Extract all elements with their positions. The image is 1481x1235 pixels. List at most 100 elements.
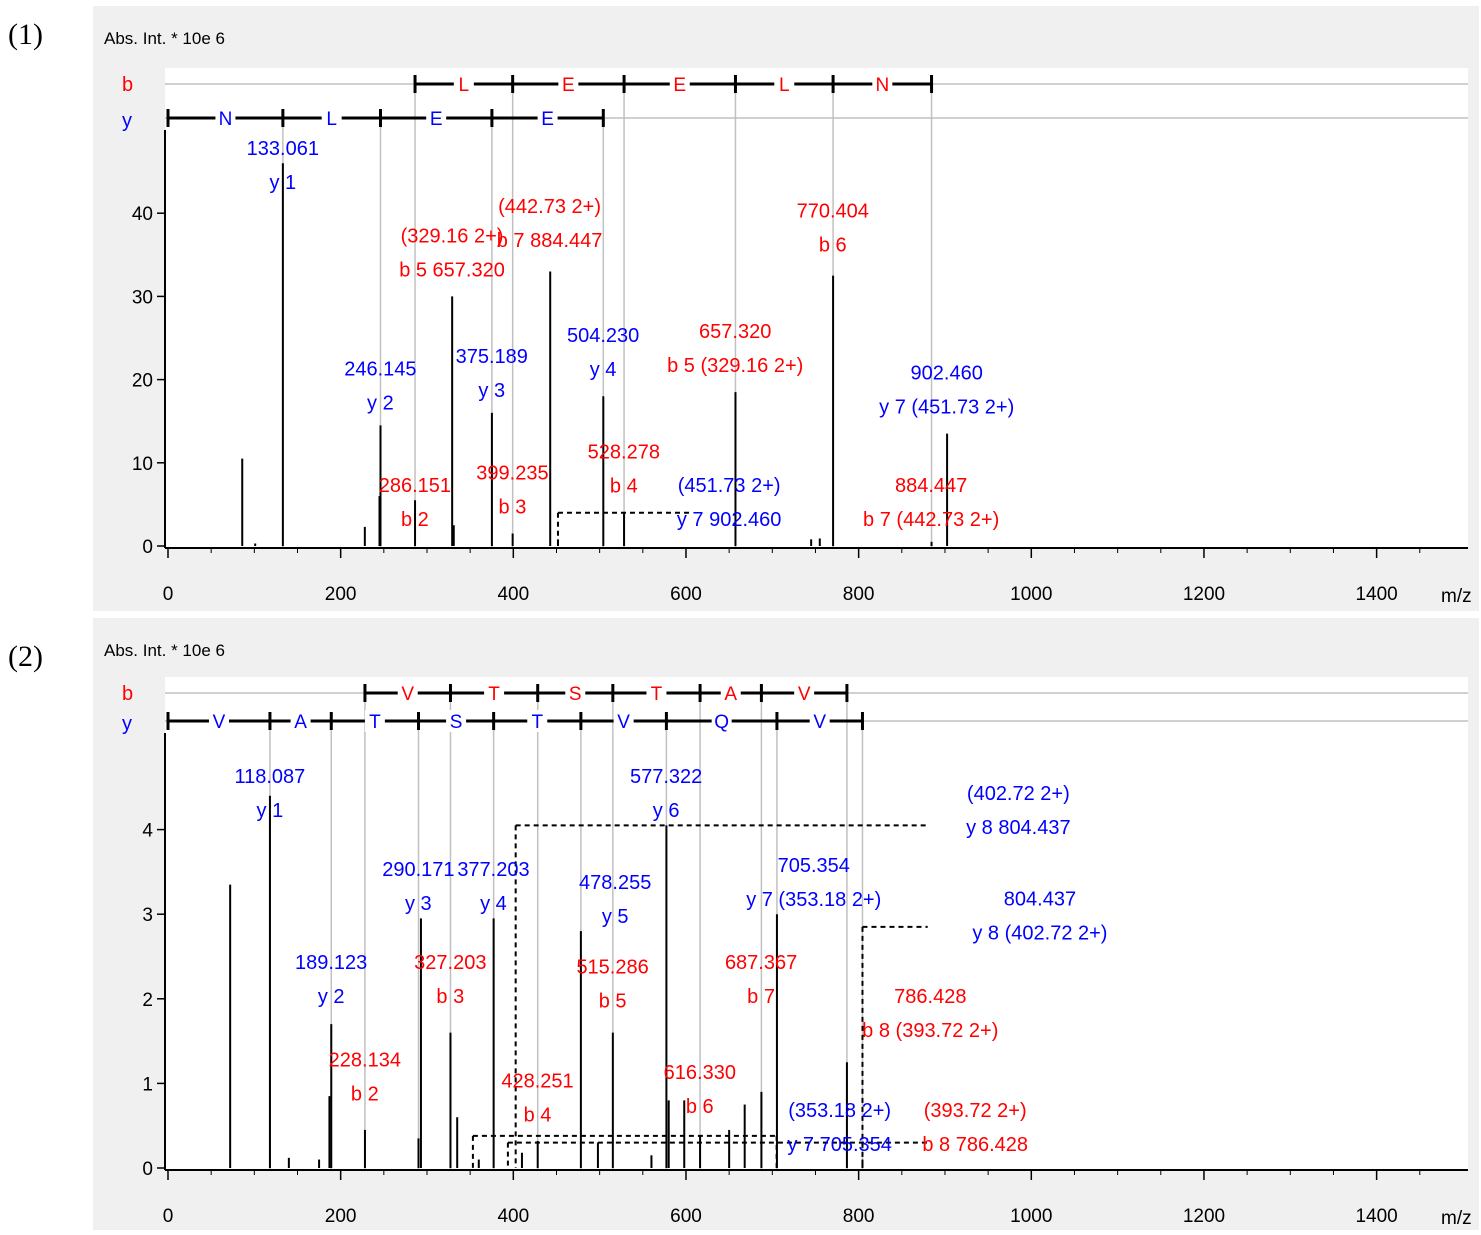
peak-annotation: 290.171 [382,859,454,881]
y-residue-label: N [219,109,233,130]
peak-annotation: 577.322 [630,766,702,788]
y-tick-label: 0 [142,537,153,558]
y-residue-bg [426,107,447,129]
y-residue-label: L [326,109,337,130]
peak-annotation: b 5 657.320 [399,259,505,281]
b-residue-label: E [562,75,575,96]
peak-annotation: y 1 [257,800,284,822]
peak-annotation: 528.278 [588,442,660,464]
peak-annotation: b 5 (329.16 2+) [667,355,803,377]
b-residue-bg [774,73,795,95]
peak-annotation: b 3 [436,986,464,1008]
peak-annotation: b 8 786.428 [922,1134,1028,1156]
b-residue-label: S [569,684,582,705]
peak-annotation: 705.354 [778,855,850,877]
b-residue-bg [720,682,741,704]
panel-label-2: (2) [8,640,43,673]
peak-annotation: y 7 902.460 [677,509,782,531]
b-residue-bg [484,682,505,704]
y-residue-label: V [813,712,826,733]
peak-annotation: 515.286 [576,956,648,978]
peak-annotation: 327.203 [414,952,486,974]
y-residue-label: E [541,109,554,130]
peak-annotation: 118.087 [234,766,305,788]
peak-annotation: 246.145 [344,358,416,380]
y-tick-label: 1 [142,1074,153,1095]
b-residue-bg [872,73,893,95]
x-tick-label: 400 [497,584,529,605]
y-residue-label: E [430,109,443,130]
b-residue-bg [794,682,815,704]
x-tick-label: 600 [670,584,702,605]
peak-annotation: b 3 [499,496,527,518]
peak-annotation: y 2 [318,986,345,1008]
peak-annotation: (353.18 2+) [788,1100,891,1122]
peak-annotation: (329.16 2+) [401,225,504,247]
y-residue-bg [613,710,634,732]
peak-annotation: y 4 [480,893,507,915]
peak-annotation: 504.230 [567,325,639,347]
peak-annotation: b 6 [819,234,847,256]
peak-annotation: y 8 (402.72 2+) [972,923,1107,945]
y-residue-bg [208,710,229,732]
peak-annotation: 478.255 [579,872,651,894]
y-residue-bg [711,710,732,732]
y-series-label: y [122,110,132,132]
x-axis-title: m/z [1441,586,1472,607]
b-series-label: b [122,74,133,96]
peak-annotation: y 3 [405,893,432,915]
peak-annotation: 375.189 [456,346,528,368]
peak-annotation: 399.235 [476,462,548,484]
peak-annotation: 133.061 [247,138,319,160]
y-residue-bg [809,710,830,732]
y-residue-label: A [294,712,307,733]
y-residue-bg [290,710,311,732]
b-residue-label: T [651,684,663,705]
y-residue-bg [321,107,342,129]
x-tick-label: 1400 [1355,584,1397,605]
peak-annotation: 428.251 [501,1071,573,1093]
x-tick-label: 1000 [1010,584,1052,605]
y-residue-bg [537,107,558,129]
panel-label-1: (1) [8,18,43,51]
y-axis-title: Abs. Int. * 10e 6 [104,29,225,48]
y-residue-label: Q [714,712,729,733]
peak-annotation: 189.123 [295,952,367,974]
y-residue-label: T [531,712,543,733]
peak-annotation: b 7 [747,986,775,1008]
peak-annotation: y 4 [590,359,617,381]
y-tick-label: 3 [142,905,153,926]
peak-annotation: 228.134 [329,1049,401,1071]
y-tick-label: 0 [142,1159,153,1180]
peak-annotation: 804.437 [1004,889,1076,911]
peak-annotation: 902.460 [911,363,983,385]
y-tick-label: 10 [132,454,153,475]
peak-annotation: 884.447 [895,475,967,497]
peak-annotation: 687.367 [725,952,797,974]
peak-annotation: 657.320 [699,321,771,343]
b-residue-bg [558,73,579,95]
peak-annotation: y 7 (353.18 2+) [746,889,881,911]
y-residue-label: V [617,712,630,733]
peak-annotation: y 6 [653,800,680,822]
peak-annotation: (393.72 2+) [924,1100,1027,1122]
plot-area [165,677,1468,1170]
b-residue-label: N [875,75,889,96]
peak-annotation: y 7 (451.73 2+) [879,397,1014,419]
b-residue-bg [646,682,667,704]
x-tick-label: 1200 [1183,584,1225,605]
b-residue-label: A [724,684,737,705]
b-residue-label: L [779,75,790,96]
peak-annotation: y 7 705.354 [787,1134,892,1156]
peak-annotation: y 5 [602,906,629,928]
x-axis-title: m/z [1441,1208,1472,1229]
peak-annotation: b 5 [599,990,627,1012]
b-series-label: b [122,683,133,705]
y-residue-label: S [450,712,463,733]
b-residue-bg [669,73,690,95]
b-residue-bg [453,73,474,95]
plot-area [165,68,1468,548]
peak-annotation: 616.330 [664,1062,736,1084]
y-tick-label: 4 [142,821,153,842]
